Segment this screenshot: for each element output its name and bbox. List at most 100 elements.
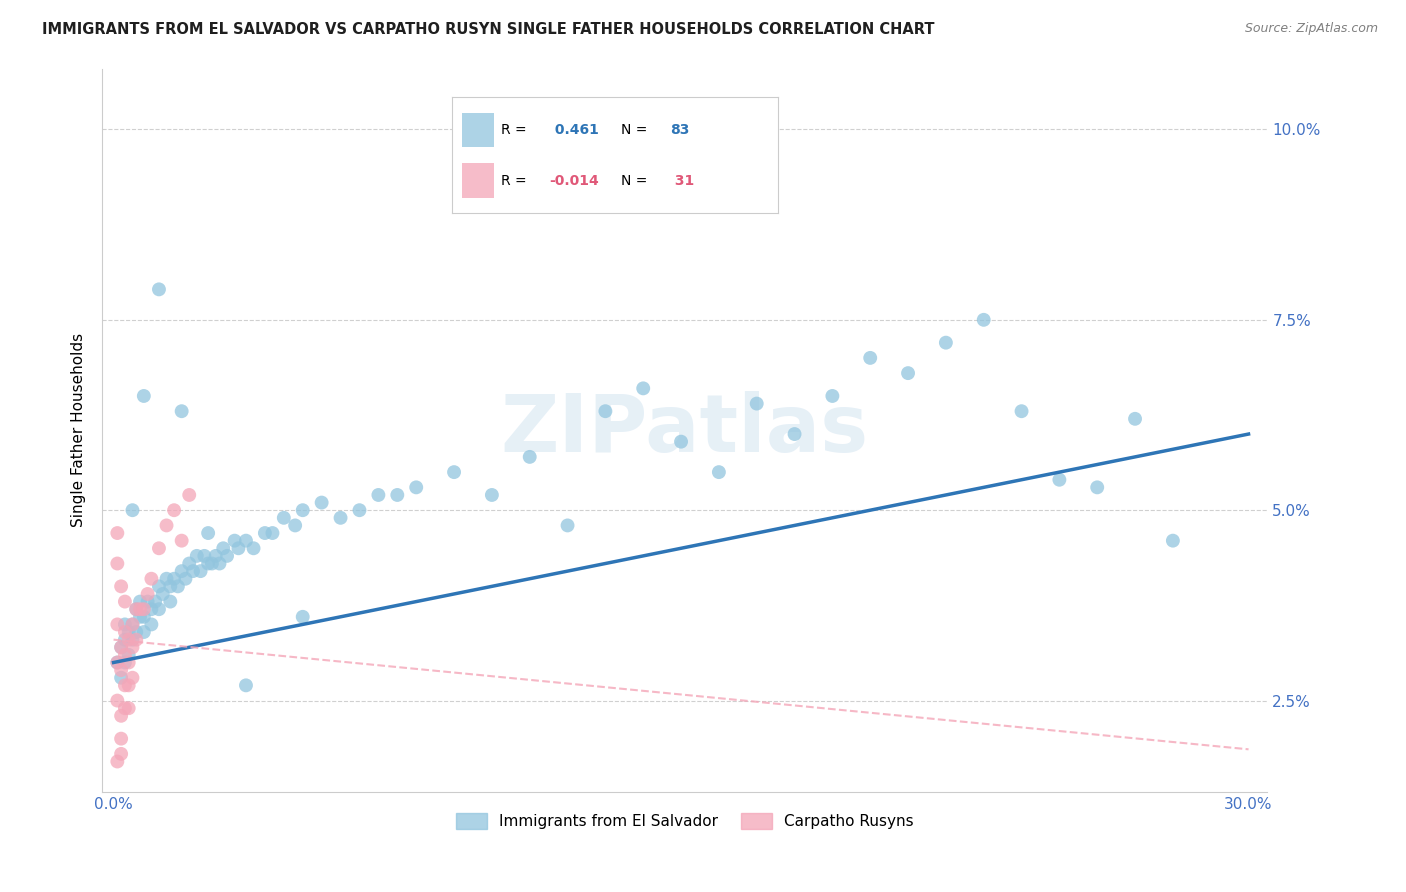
Point xyxy=(783,427,806,442)
Point xyxy=(105,656,128,670)
Point xyxy=(235,533,257,548)
Point xyxy=(284,518,307,533)
Point xyxy=(110,579,132,593)
Point xyxy=(110,731,132,746)
Point xyxy=(228,541,250,556)
Point xyxy=(121,632,143,647)
Point xyxy=(110,640,132,655)
Point xyxy=(242,541,264,556)
Point xyxy=(110,671,132,685)
Point xyxy=(208,557,231,571)
Point xyxy=(110,663,132,677)
Point xyxy=(121,671,143,685)
Text: ZIPatlas: ZIPatlas xyxy=(501,392,869,469)
Point xyxy=(167,579,190,593)
Point xyxy=(197,526,219,541)
Point xyxy=(114,648,136,662)
Point xyxy=(132,602,155,616)
Point xyxy=(110,708,132,723)
Point xyxy=(1161,533,1184,548)
Text: Source: ZipAtlas.com: Source: ZipAtlas.com xyxy=(1244,22,1378,36)
Point xyxy=(118,648,141,662)
Point xyxy=(224,533,246,548)
Point xyxy=(129,594,152,608)
Point xyxy=(141,572,163,586)
Point xyxy=(110,640,132,655)
Point xyxy=(519,450,541,464)
Point xyxy=(193,549,215,563)
Point xyxy=(631,381,654,395)
Point xyxy=(935,335,957,350)
Point xyxy=(114,594,136,608)
Point xyxy=(114,632,136,647)
Point xyxy=(262,526,284,541)
Point xyxy=(163,572,186,586)
Point xyxy=(349,503,371,517)
Point xyxy=(132,609,155,624)
Point xyxy=(190,564,212,578)
Point xyxy=(136,594,159,608)
Point xyxy=(273,511,295,525)
Point xyxy=(179,488,201,502)
Point xyxy=(973,313,995,327)
Point xyxy=(212,541,235,556)
Point xyxy=(105,617,128,632)
Point xyxy=(105,693,128,707)
Point xyxy=(159,594,181,608)
Point xyxy=(141,617,163,632)
Point xyxy=(125,602,148,616)
Legend: Immigrants from El Salvador, Carpatho Rusyns: Immigrants from El Salvador, Carpatho Ru… xyxy=(450,806,920,835)
Point xyxy=(181,564,204,578)
Point xyxy=(235,678,257,692)
Point xyxy=(204,549,226,563)
Point xyxy=(105,755,128,769)
Point xyxy=(405,480,427,494)
Point xyxy=(170,564,193,578)
Point xyxy=(148,541,170,556)
Point xyxy=(148,579,170,593)
Point xyxy=(129,602,152,616)
Point xyxy=(143,594,166,608)
Point xyxy=(291,609,314,624)
Point xyxy=(707,465,730,479)
Point xyxy=(121,617,143,632)
Point xyxy=(129,609,152,624)
Point xyxy=(897,366,920,380)
Point xyxy=(105,656,128,670)
Point xyxy=(291,503,314,517)
Point xyxy=(141,602,163,616)
Point xyxy=(155,518,177,533)
Text: IMMIGRANTS FROM EL SALVADOR VS CARPATHO RUSYN SINGLE FATHER HOUSEHOLDS CORRELATI: IMMIGRANTS FROM EL SALVADOR VS CARPATHO … xyxy=(42,22,935,37)
Point xyxy=(125,602,148,616)
Point xyxy=(557,518,579,533)
Point xyxy=(201,557,224,571)
Point xyxy=(1047,473,1070,487)
Point xyxy=(121,640,143,655)
Point xyxy=(148,602,170,616)
Point xyxy=(1123,412,1146,426)
Point xyxy=(155,572,177,586)
Point xyxy=(121,503,143,517)
Point xyxy=(118,701,141,715)
Point xyxy=(387,488,409,502)
Point xyxy=(1011,404,1033,418)
Point xyxy=(170,533,193,548)
Point xyxy=(114,617,136,632)
Point xyxy=(148,282,170,296)
Point xyxy=(152,587,174,601)
Point xyxy=(669,434,692,449)
Point xyxy=(118,678,141,692)
Point xyxy=(595,404,617,418)
Point xyxy=(179,557,201,571)
Point xyxy=(481,488,503,502)
Point xyxy=(132,625,155,640)
Point xyxy=(136,587,159,601)
Point xyxy=(114,625,136,640)
Point xyxy=(114,678,136,692)
Point xyxy=(114,656,136,670)
Point xyxy=(125,632,148,647)
Point xyxy=(745,396,768,410)
Point xyxy=(121,617,143,632)
Point xyxy=(114,701,136,715)
Point xyxy=(170,404,193,418)
